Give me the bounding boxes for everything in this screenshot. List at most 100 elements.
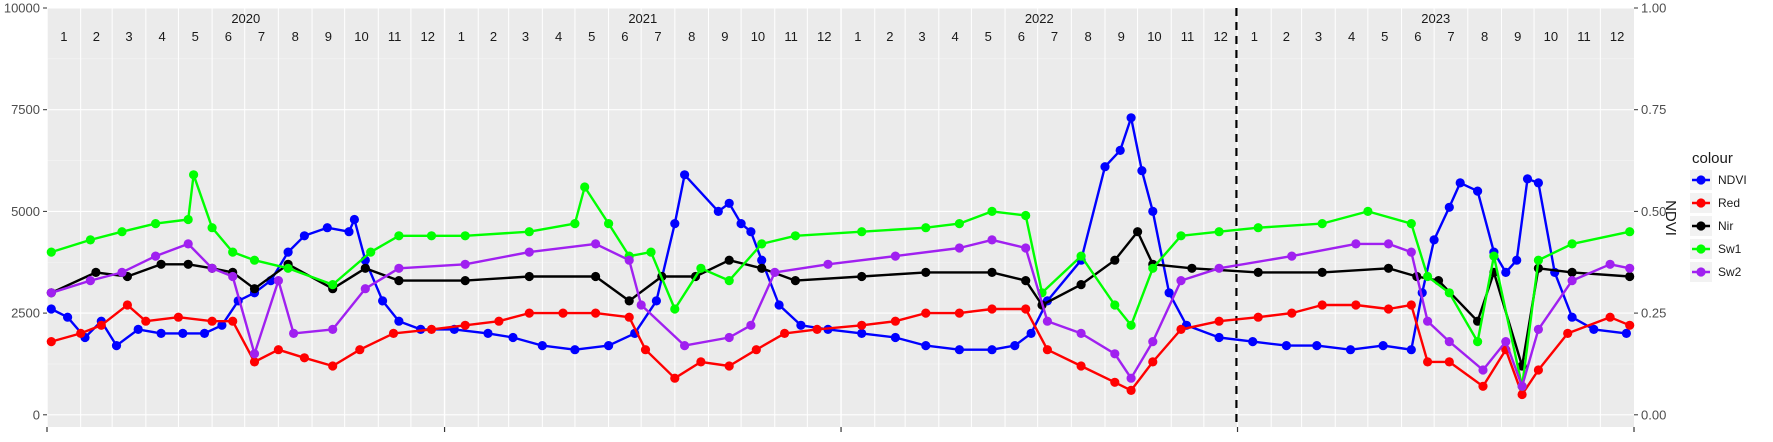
data-point-ndvi [1501, 267, 1511, 277]
data-point-red [273, 345, 283, 355]
data-point-sw1 [757, 239, 767, 249]
month-label: 4 [159, 29, 166, 44]
month-label: 7 [1447, 29, 1454, 44]
data-point-red [624, 312, 634, 322]
data-point-sw1 [954, 219, 965, 229]
month-label: 3 [522, 29, 529, 44]
data-point-ndvi [736, 219, 746, 229]
data-point-ndvi [63, 312, 73, 322]
month-label: 3 [918, 29, 925, 44]
data-point-red [207, 316, 217, 326]
legend-key-point [1696, 221, 1706, 231]
data-point-ndvi [1100, 162, 1110, 172]
data-point-sw1 [1533, 255, 1543, 265]
data-point-nir [1110, 255, 1120, 265]
data-point-sw1 [46, 247, 56, 257]
data-point-red [1110, 377, 1120, 387]
data-point-sw1 [1489, 251, 1499, 261]
data-point-ndvi [133, 324, 143, 334]
data-point-ndvi [1281, 341, 1291, 351]
year-label: 2020 [231, 11, 260, 26]
data-point-sw2 [151, 251, 161, 261]
data-point-red [524, 308, 534, 318]
month-label: 11 [1181, 29, 1195, 44]
data-point-red [751, 345, 761, 355]
data-point-nir [921, 267, 931, 277]
data-point-ndvi [299, 231, 309, 241]
month-label: 10 [354, 29, 368, 44]
data-point-sw1 [1110, 300, 1120, 310]
data-point-sw2 [524, 247, 534, 257]
data-point-sw2 [1567, 276, 1577, 286]
data-point-red [141, 316, 151, 326]
month-label: 1 [854, 29, 861, 44]
data-point-sw2 [1517, 381, 1527, 391]
y-left-tick-label: 10000 [4, 1, 40, 16]
month-label: 9 [325, 29, 332, 44]
data-point-nir [857, 271, 867, 282]
data-point-red [388, 328, 399, 338]
series-layer [46, 113, 1635, 400]
data-point-red [1423, 357, 1433, 367]
data-point-ndvi [987, 345, 997, 355]
legend-label: Sw1 [1718, 242, 1742, 256]
legend-key-point [1696, 175, 1706, 185]
data-point-ndvi [1214, 332, 1224, 343]
month-label: 2 [886, 29, 893, 44]
data-point-sw1 [604, 219, 614, 229]
data-point-sw2 [183, 239, 193, 249]
data-point-ndvi [349, 214, 359, 225]
month-label: 2 [490, 29, 497, 44]
month-label: 8 [292, 29, 299, 44]
data-point-ndvi [537, 341, 547, 351]
month-label: 4 [1348, 29, 1355, 44]
data-point-nir [1076, 280, 1086, 290]
data-point-sw2 [460, 259, 470, 269]
series-ndvi [46, 113, 1631, 355]
data-point-ndvi [1444, 202, 1454, 212]
data-point-sw1 [151, 219, 161, 229]
data-point-red [96, 320, 106, 330]
data-point-sw2 [117, 267, 127, 277]
data-point-sw2 [591, 239, 601, 249]
data-point-sw2 [1478, 365, 1488, 375]
data-point-red [857, 320, 867, 330]
data-point-sw1 [857, 227, 867, 237]
data-point-nir [460, 276, 470, 286]
data-point-sw2 [1148, 337, 1158, 347]
data-point-sw2 [1287, 251, 1297, 261]
data-point-sw1 [117, 227, 127, 237]
data-point-ndvi [344, 227, 354, 237]
month-label: 5 [192, 29, 199, 44]
month-label: 8 [688, 29, 695, 44]
data-point-red [921, 308, 931, 318]
data-point-sw2 [360, 284, 370, 294]
data-point-red [460, 320, 470, 330]
data-point-red [812, 324, 822, 334]
data-point-red [890, 316, 901, 326]
month-label: 9 [1118, 29, 1125, 44]
data-point-sw1 [283, 263, 293, 273]
data-point-ndvi [1455, 178, 1465, 188]
data-point-sw2 [746, 320, 756, 330]
data-point-sw1 [1021, 210, 1031, 221]
data-point-sw1 [1076, 251, 1086, 261]
data-point-ndvi [1010, 341, 1020, 351]
data-point-sw2 [228, 271, 238, 282]
month-label: 9 [1514, 29, 1521, 44]
data-point-sw1 [696, 263, 706, 273]
data-point-red [1214, 316, 1224, 326]
data-point-red [1533, 365, 1543, 375]
y-right-tick-label: 0.50 [1641, 204, 1666, 219]
data-point-red [558, 308, 568, 318]
month-label: 11 [388, 29, 402, 44]
y-right-tick-label: 1.00 [1641, 1, 1666, 16]
data-point-red [1351, 300, 1361, 310]
month-label: 7 [258, 29, 265, 44]
data-point-sw1 [1176, 231, 1186, 241]
data-point-nir [624, 296, 634, 306]
grid-major [46, 7, 1634, 427]
right-axis-title: NDVI [1662, 200, 1679, 236]
